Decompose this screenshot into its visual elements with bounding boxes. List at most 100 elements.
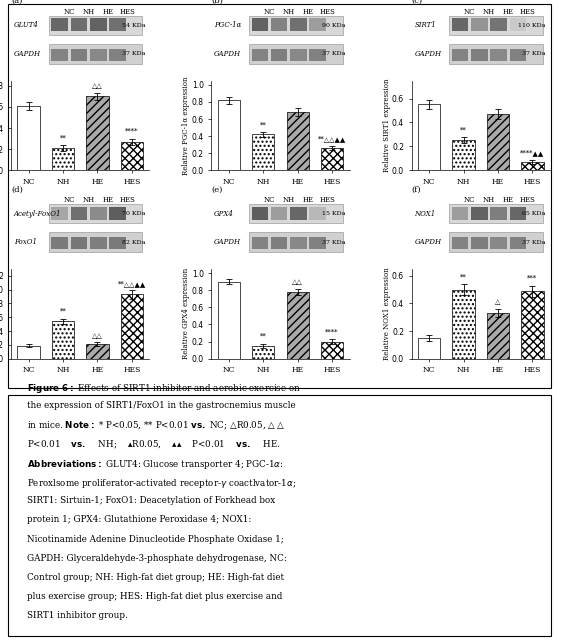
Bar: [290, 238, 307, 249]
Bar: [321, 148, 343, 170]
Text: protein 1; GPX4: Glutathione Peroxidase 4; NOX1:: protein 1; GPX4: Glutathione Peroxidase …: [27, 516, 252, 525]
Text: NC: NC: [464, 8, 475, 15]
Bar: [490, 49, 507, 60]
Bar: [510, 19, 526, 31]
Bar: [71, 49, 87, 60]
Text: (c): (c): [412, 0, 423, 5]
Text: HES: HES: [119, 8, 135, 15]
Text: (a): (a): [11, 0, 22, 5]
Bar: [109, 238, 126, 249]
Text: HE: HE: [302, 8, 314, 15]
Text: GAPDH: GAPDH: [14, 50, 41, 58]
Bar: [310, 49, 326, 60]
Bar: [449, 204, 543, 223]
Text: Nicotinamide Adenine Dinucleotide Phosphate Oxidase 1;: Nicotinamide Adenine Dinucleotide Phosph…: [27, 535, 284, 544]
Bar: [490, 238, 507, 249]
Text: GAPDH: GAPDH: [214, 50, 241, 58]
Bar: [271, 207, 287, 220]
Bar: [452, 238, 468, 249]
Text: plus exercise group; HES: High-fat diet plus exercise and: plus exercise group; HES: High-fat diet …: [27, 592, 283, 601]
Text: GAPDH: GAPDH: [415, 238, 442, 246]
Bar: [48, 15, 142, 35]
Text: ****: ****: [325, 329, 339, 336]
Bar: [271, 19, 287, 31]
Text: 70 KDa: 70 KDa: [122, 211, 145, 216]
Bar: [510, 207, 526, 220]
Bar: [310, 207, 326, 220]
Bar: [471, 49, 488, 60]
Text: **: **: [260, 333, 266, 341]
Text: HE: HE: [103, 8, 113, 15]
Bar: [471, 238, 488, 249]
Bar: [48, 204, 142, 223]
Text: △: △: [495, 299, 500, 306]
Bar: [218, 282, 240, 359]
Text: HE: HE: [103, 196, 113, 204]
Text: (d): (d): [11, 186, 23, 193]
Bar: [71, 238, 87, 249]
Bar: [290, 207, 307, 220]
Text: HES: HES: [119, 196, 135, 204]
Text: NH: NH: [483, 196, 495, 204]
Text: Acetyl-FoxO1: Acetyl-FoxO1: [14, 210, 62, 218]
Bar: [51, 49, 68, 60]
Text: SIRT1: Sirtuin-1; FoxO1: Deacetylation of Forkhead box: SIRT1: Sirtuin-1; FoxO1: Deacetylation o…: [27, 496, 275, 505]
Text: HES: HES: [519, 8, 536, 15]
Bar: [510, 49, 526, 60]
Text: NC: NC: [63, 196, 75, 204]
Text: GAPDH: Glyceraldehyde-3-phosphate dehydrogenase, NC:: GAPDH: Glyceraldehyde-3-phosphate dehydr…: [27, 553, 287, 562]
Text: SIRT1: SIRT1: [415, 21, 436, 30]
Bar: [487, 114, 509, 170]
Bar: [449, 15, 543, 35]
Text: **: **: [460, 126, 467, 135]
Bar: [109, 207, 126, 220]
Y-axis label: Relative PGC-1α expression: Relative PGC-1α expression: [182, 76, 190, 175]
Bar: [310, 19, 326, 31]
Text: Control group; NH: High-fat diet group; HE: High-fat diet: Control group; NH: High-fat diet group; …: [27, 573, 284, 582]
Bar: [521, 162, 544, 170]
Y-axis label: Relative NOX1 expression: Relative NOX1 expression: [383, 268, 390, 360]
Bar: [90, 207, 107, 220]
Text: 110 KDa: 110 KDa: [518, 22, 546, 28]
Bar: [471, 19, 488, 31]
Bar: [452, 290, 475, 359]
Bar: [218, 100, 240, 170]
Bar: [52, 322, 74, 359]
Bar: [290, 19, 307, 31]
Text: △△: △△: [92, 332, 103, 340]
Bar: [51, 238, 68, 249]
Bar: [109, 49, 126, 60]
Text: 37 KDa: 37 KDa: [322, 51, 346, 56]
Text: 54 KDa: 54 KDa: [122, 22, 145, 28]
Text: P<0.01    $\bf{vs.}$    NH;    $\blacktriangle$R0.05,    $\blacktriangle\blacktr: P<0.01 $\bf{vs.}$ NH; $\blacktriangle$R0…: [27, 439, 281, 451]
Text: NH: NH: [82, 8, 95, 15]
Bar: [51, 19, 68, 31]
Text: in mice. $\bf{Note:}$ * P<0.05, ** P<0.01 $\bf{vs.}$ NC; $\bigtriangleup$R0.05, : in mice. $\bf{Note:}$ * P<0.05, ** P<0.0…: [27, 420, 285, 432]
Text: △△: △△: [92, 82, 103, 90]
Bar: [252, 134, 274, 170]
Text: NH: NH: [283, 196, 295, 204]
Bar: [109, 19, 126, 31]
Bar: [452, 49, 468, 60]
Text: $\bf{Abbreviations:}$ GLUT4: Glucose transporter 4; PGC-1$\alpha$:: $\bf{Abbreviations:}$ GLUT4: Glucose tra…: [27, 458, 284, 471]
Bar: [471, 207, 488, 220]
Bar: [249, 44, 343, 64]
Bar: [452, 207, 468, 220]
Bar: [51, 207, 68, 220]
Bar: [452, 19, 468, 31]
Text: Peroxlsome proliferator-activated receptor-$\gamma$ coactlvator-1$\alpha$;: Peroxlsome proliferator-activated recept…: [27, 477, 297, 490]
Bar: [251, 238, 268, 249]
Bar: [452, 141, 475, 170]
Bar: [490, 19, 507, 31]
Text: ****▲▲: ****▲▲: [520, 150, 544, 157]
Text: NH: NH: [82, 196, 95, 204]
Text: (b): (b): [211, 0, 223, 5]
Text: **△△▲▲: **△△▲▲: [118, 280, 146, 288]
Y-axis label: Relative GPX4 expression: Relative GPX4 expression: [182, 268, 190, 360]
Text: NH: NH: [483, 8, 495, 15]
Bar: [490, 207, 507, 220]
Text: GLUT4: GLUT4: [14, 21, 39, 30]
Bar: [418, 338, 440, 359]
Bar: [321, 342, 343, 359]
Text: PGC-1α: PGC-1α: [214, 21, 242, 30]
